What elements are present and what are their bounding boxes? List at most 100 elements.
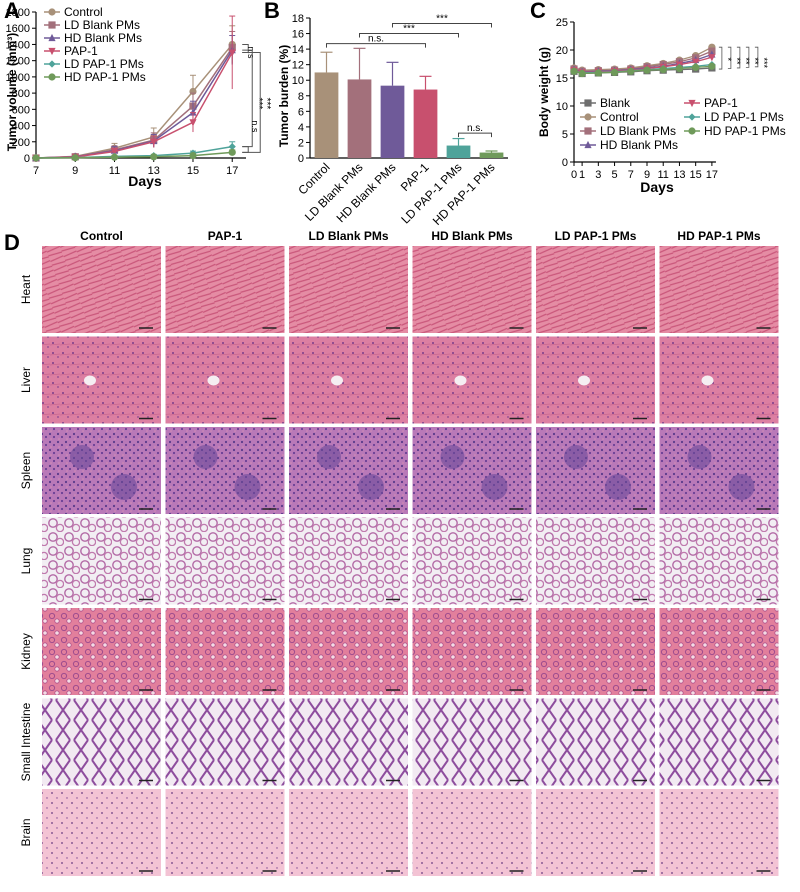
histology-image (289, 336, 408, 424)
y-tick-label: 200 (12, 137, 30, 149)
histology-image (659, 608, 779, 695)
x-tick-label: 13 (673, 169, 685, 181)
data-point (189, 151, 197, 160)
column-header: HD PAP-1 PMs (677, 229, 760, 243)
histology-image (289, 789, 408, 876)
data-point (594, 69, 602, 77)
annotation: *** (436, 13, 448, 24)
central-vein (207, 375, 220, 386)
annotation: *** (759, 58, 769, 69)
histology-image (42, 336, 161, 424)
data-point (659, 66, 667, 74)
y-tick-label: 25 (556, 17, 568, 29)
histology-image (289, 698, 408, 786)
central-vein (84, 375, 96, 386)
annotation: ** (741, 58, 751, 66)
legend-marker (584, 127, 592, 135)
bracket (727, 46, 732, 69)
series-line (573, 65, 712, 75)
white-pulp (605, 474, 631, 500)
y-tick-label: 1200 (6, 56, 30, 68)
y-tick-label: 20 (556, 45, 568, 57)
legend-label: LD Blank PMs (600, 124, 676, 138)
bar (479, 152, 504, 158)
data-point (627, 67, 635, 75)
row-label: Liver (19, 367, 33, 393)
data-point (32, 154, 40, 162)
histology-image (536, 789, 655, 876)
legend-label: LD PAP-1 PMs (704, 110, 784, 124)
histology-image (165, 246, 285, 333)
white-pulp (111, 474, 137, 500)
y-tick-label: 600 (12, 104, 30, 116)
data-point (228, 143, 236, 151)
legend-marker (584, 99, 592, 107)
legend-label: LD PAP-1 PMs (64, 57, 144, 71)
bracket (242, 52, 261, 153)
row-label: Lung (19, 548, 33, 575)
panel-label-d: D (4, 230, 20, 255)
histology-image (42, 246, 161, 333)
y-tick-label: 16 (292, 29, 304, 41)
histology-image (412, 336, 532, 424)
legend-label: Control (64, 5, 103, 19)
histology-image (536, 336, 655, 424)
column-header: LD PAP-1 PMs (555, 229, 637, 243)
panel-a: A 0 200 400 600 800 1000 1200 1400 1600 1800 7 9 11 1… (4, 0, 272, 189)
histology-image (289, 608, 408, 695)
bracket (242, 146, 249, 153)
histology-image (42, 608, 161, 695)
histology-image (412, 698, 532, 786)
annotation: * (723, 58, 733, 62)
x-tick-label: 0 (571, 169, 577, 181)
histology-image (412, 517, 532, 605)
legend-marker (584, 113, 592, 121)
histology-image (165, 427, 285, 514)
histology-image (42, 517, 161, 605)
legend-marker (688, 113, 696, 121)
data-point (110, 148, 119, 156)
histology-image (165, 336, 285, 424)
data-point (110, 153, 119, 161)
y-tick-label: 18 (292, 13, 304, 25)
legend-marker (688, 99, 696, 108)
bracket (392, 22, 492, 28)
y-tick-label: 0 (562, 157, 568, 169)
x-tick-label: 15 (690, 169, 702, 181)
white-pulp (481, 474, 508, 500)
annotation: *** (403, 24, 415, 35)
row-label: Small Intestine (19, 702, 33, 781)
legend-label: PAP-1 (64, 44, 98, 58)
data-point (570, 67, 578, 75)
y-tick-label: 12 (292, 60, 304, 72)
legend-marker (48, 47, 56, 56)
histology-image (659, 698, 779, 786)
legend-marker (48, 21, 56, 29)
data-point (708, 54, 716, 62)
y-tick-label: 15 (556, 73, 568, 85)
legend-marker (48, 73, 56, 81)
histology-image (659, 789, 779, 876)
histology-image (165, 698, 285, 786)
bracket (326, 43, 426, 48)
y-tick-label: 0 (298, 153, 304, 165)
x-tick-label: 17 (706, 169, 718, 181)
central-vein (331, 375, 343, 386)
histology-image (536, 517, 655, 605)
y-tick-label: 0 (24, 153, 30, 165)
panel-label-a: A (4, 0, 20, 23)
tumor-volume-chart: 0 200 400 600 800 1000 1200 1400 1600 1800 7 9 11 13 1… (6, 5, 273, 177)
bar (314, 72, 339, 158)
bracket (359, 33, 459, 38)
histology-grid: Control PAP-1 LD Blank PMs HD Blank PMs LD P… (19, 229, 779, 876)
x-tick-label: 5 (611, 169, 617, 181)
y-tick-label: 400 (12, 121, 30, 133)
x-tick-label: 11 (109, 165, 120, 177)
white-pulp (564, 445, 588, 469)
bar (413, 89, 438, 158)
histology-image (289, 517, 408, 605)
x-tick-label: 11 (658, 169, 669, 181)
